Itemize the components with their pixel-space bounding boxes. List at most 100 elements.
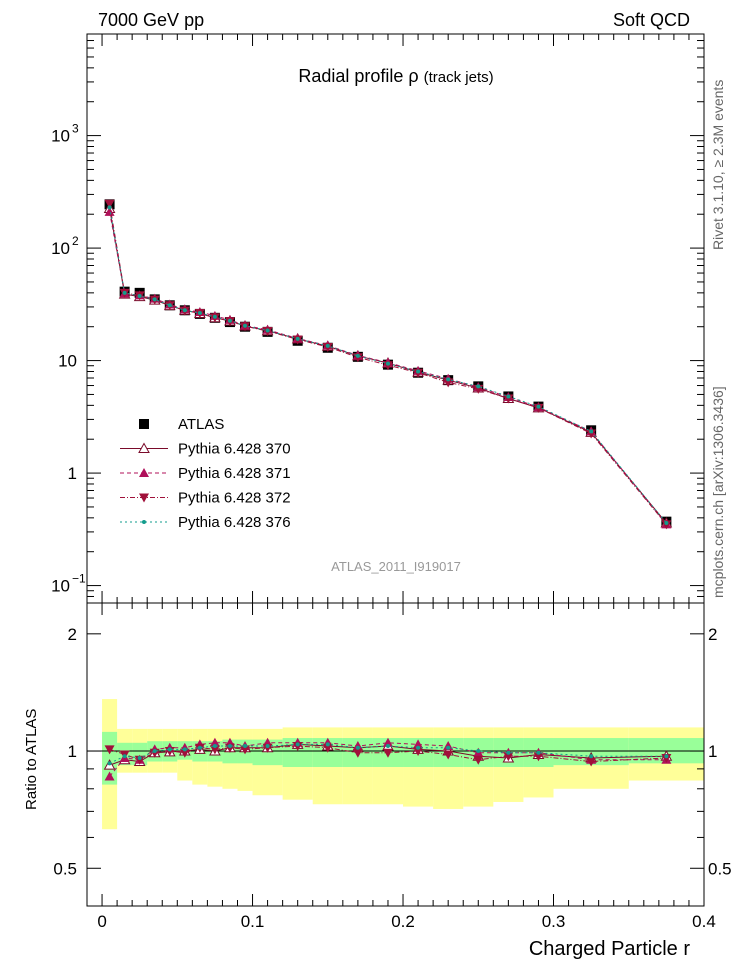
ratio-point xyxy=(182,747,187,752)
ratio-point xyxy=(137,755,142,760)
chart-title: Radial profile ρ (track jets) xyxy=(298,66,493,86)
legend-marker xyxy=(142,520,146,524)
ratio-point xyxy=(295,742,300,747)
data-point xyxy=(243,323,248,328)
ratio-point xyxy=(416,745,421,750)
data-point xyxy=(227,318,232,323)
data-point xyxy=(446,377,451,382)
ratio-y-tick-label-right: 1 xyxy=(708,742,717,761)
series-4 xyxy=(107,205,669,525)
data-point xyxy=(589,429,594,434)
legend-entry: Pythia 6.428 370 xyxy=(120,441,291,458)
uncertainty-bands xyxy=(87,699,704,830)
data-point xyxy=(152,297,157,302)
y-tick-exponent: 3 xyxy=(72,122,79,136)
x-tick-label: 0.2 xyxy=(391,912,415,931)
ratio-y-tick-label: 0.5 xyxy=(53,859,77,878)
ratio-plot-area xyxy=(103,737,673,781)
ratio-y-axis-label: Ratio to ATLAS xyxy=(23,709,40,810)
data-point xyxy=(382,361,393,371)
ratio-point xyxy=(152,749,157,754)
ratio-frame xyxy=(86,602,705,907)
energy-label: 7000 GeV pp xyxy=(98,10,204,30)
ratio-point xyxy=(167,747,172,752)
data-point xyxy=(325,343,330,348)
data-point xyxy=(104,206,115,216)
ratio-point xyxy=(446,745,451,750)
ratio-point xyxy=(536,750,541,755)
ratio-point xyxy=(382,748,393,758)
data-point xyxy=(122,290,127,295)
ratio-point xyxy=(122,754,127,759)
ratio-y-tick-label-right: 0.5 xyxy=(708,859,732,878)
x-tick-label: 0.1 xyxy=(241,912,265,931)
ratio-point xyxy=(443,750,454,760)
ratio-point xyxy=(355,745,360,750)
ratio-point xyxy=(104,771,115,781)
series-line xyxy=(109,207,667,524)
data-point xyxy=(664,520,669,525)
data-point xyxy=(536,404,541,409)
y-tick-label: 10 xyxy=(51,127,70,146)
legend-marker xyxy=(138,442,150,453)
data-point xyxy=(212,314,217,319)
y-tick-label: 10 xyxy=(58,352,77,371)
ratio-point xyxy=(240,745,251,755)
ratio-point xyxy=(227,744,232,749)
ratio-point xyxy=(265,744,270,749)
x-tick-label: 0 xyxy=(97,912,106,931)
y-tick-label: 1 xyxy=(68,464,77,483)
y-tick-label: 10 xyxy=(51,239,70,258)
ratio-point xyxy=(352,741,363,751)
x-axis-label: Charged Particle r xyxy=(529,938,691,960)
chart-title-main: Radial profile ρ xyxy=(298,66,418,86)
ratio-point xyxy=(506,750,511,755)
ratio-y-tick-label: 2 xyxy=(68,625,77,644)
category-label: Soft QCD xyxy=(613,10,690,30)
data-point xyxy=(506,394,511,399)
ratio-point xyxy=(413,739,424,749)
ratio-line xyxy=(109,743,667,766)
main-plot-area xyxy=(103,199,673,530)
ratio-point xyxy=(197,745,202,750)
ratio-point xyxy=(107,761,112,766)
ratio-point xyxy=(212,744,217,749)
inner-band-bin xyxy=(102,731,118,785)
legend-label: Pythia 6.428 371 xyxy=(178,465,291,482)
legend-label: Pythia 6.428 370 xyxy=(178,441,291,458)
ratio-point xyxy=(292,742,303,752)
ratio-point xyxy=(243,744,248,749)
ratio-point xyxy=(385,744,390,749)
data-point xyxy=(104,199,115,209)
chart-title-sub: (track jets) xyxy=(424,69,494,86)
ratio-point xyxy=(134,755,145,765)
y-tick-exponent: −1 xyxy=(72,572,86,586)
data-point xyxy=(182,308,187,313)
ratio-series-4 xyxy=(107,742,669,766)
data-point xyxy=(385,361,390,366)
side-label-bottom: mcplots.cern.ch [arXiv:1306.3436] xyxy=(710,386,726,598)
x-tick-label: 0.4 xyxy=(692,912,716,931)
legend-entry: Pythia 6.428 376 xyxy=(120,514,291,531)
legend-marker xyxy=(139,468,149,477)
ratio-point xyxy=(322,743,333,753)
ratio-y-tick-label: 1 xyxy=(68,742,77,761)
ratio-line xyxy=(109,745,667,763)
legend-entry: ATLAS xyxy=(139,416,224,433)
ratio-line xyxy=(109,743,667,764)
legend-marker xyxy=(139,419,149,429)
data-point xyxy=(416,369,421,374)
ratio-point xyxy=(382,737,393,747)
ratio-point xyxy=(413,747,424,757)
data-point xyxy=(503,394,514,404)
legend-label: Pythia 6.428 376 xyxy=(178,514,291,531)
side-label-top: Rivet 3.1.10, ≥ 2.3M events xyxy=(710,80,726,250)
data-point xyxy=(586,429,597,439)
legend-marker xyxy=(139,493,149,503)
legend-entry: Pythia 6.428 372 xyxy=(120,490,291,507)
y-tick-exponent: 2 xyxy=(72,234,79,248)
series-line xyxy=(109,203,667,525)
ratio-y-tick-label-right: 2 xyxy=(708,625,717,644)
